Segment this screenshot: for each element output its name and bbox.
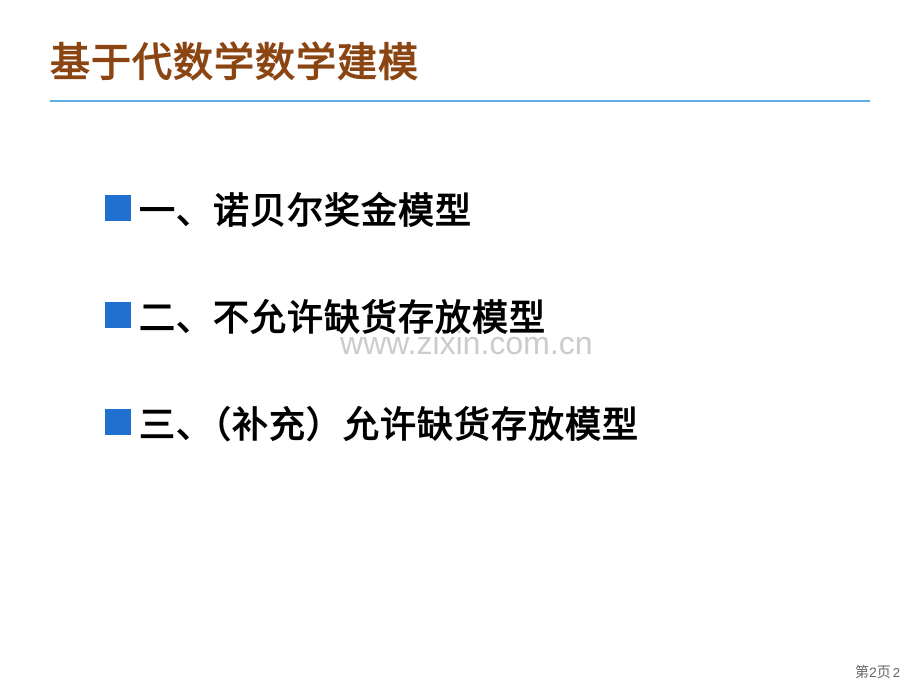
footer: 第2页2 — [855, 662, 900, 682]
bullet-icon — [105, 302, 131, 328]
list-item: 一、诺贝尔奖金模型 — [105, 182, 870, 234]
bullet-icon — [105, 195, 131, 221]
item-text: 二、不允许缺货存放模型 — [139, 289, 546, 341]
item-text: 三、（补充）允许缺货存放模型 — [139, 396, 639, 448]
title-underline — [50, 100, 870, 102]
slide-container: 基于代数学数学建模 www.zixin.com.cn 一、诺贝尔奖金模型 二、不… — [0, 0, 920, 690]
bullet-icon — [105, 409, 131, 435]
item-text: 一、诺贝尔奖金模型 — [139, 182, 472, 234]
page-number: 2 — [893, 665, 900, 680]
page-label: 第2页 — [855, 664, 891, 680]
list-item: 三、（补充）允许缺货存放模型 — [105, 396, 870, 448]
content-list: 一、诺贝尔奖金模型 二、不允许缺货存放模型 三、（补充）允许缺货存放模型 — [50, 182, 870, 448]
list-item: 二、不允许缺货存放模型 — [105, 289, 870, 341]
slide-title: 基于代数学数学建模 — [50, 30, 870, 88]
